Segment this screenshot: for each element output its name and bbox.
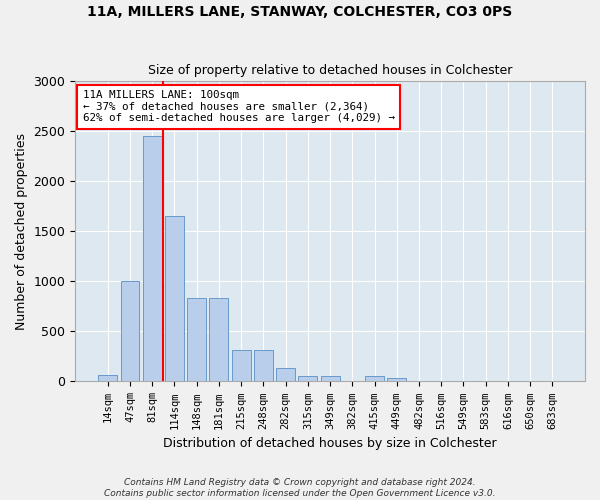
- Text: Contains HM Land Registry data © Crown copyright and database right 2024.
Contai: Contains HM Land Registry data © Crown c…: [104, 478, 496, 498]
- Bar: [320, 376, 340, 382]
- X-axis label: Distribution of detached houses by size in Colchester: Distribution of detached houses by size …: [163, 437, 497, 450]
- Bar: [187, 298, 206, 382]
- Bar: [276, 368, 295, 382]
- Text: 11A MILLERS LANE: 100sqm
← 37% of detached houses are smaller (2,364)
62% of sem: 11A MILLERS LANE: 100sqm ← 37% of detach…: [83, 90, 395, 123]
- Bar: [143, 136, 161, 382]
- Y-axis label: Number of detached properties: Number of detached properties: [15, 132, 28, 330]
- Bar: [209, 298, 229, 382]
- Text: 11A, MILLERS LANE, STANWAY, COLCHESTER, CO3 0PS: 11A, MILLERS LANE, STANWAY, COLCHESTER, …: [88, 5, 512, 19]
- Bar: [365, 376, 384, 382]
- Bar: [165, 216, 184, 382]
- Bar: [298, 376, 317, 382]
- Bar: [388, 378, 406, 382]
- Title: Size of property relative to detached houses in Colchester: Size of property relative to detached ho…: [148, 64, 512, 77]
- Bar: [254, 350, 273, 382]
- Bar: [121, 282, 139, 382]
- Bar: [232, 350, 251, 382]
- Bar: [98, 376, 117, 382]
